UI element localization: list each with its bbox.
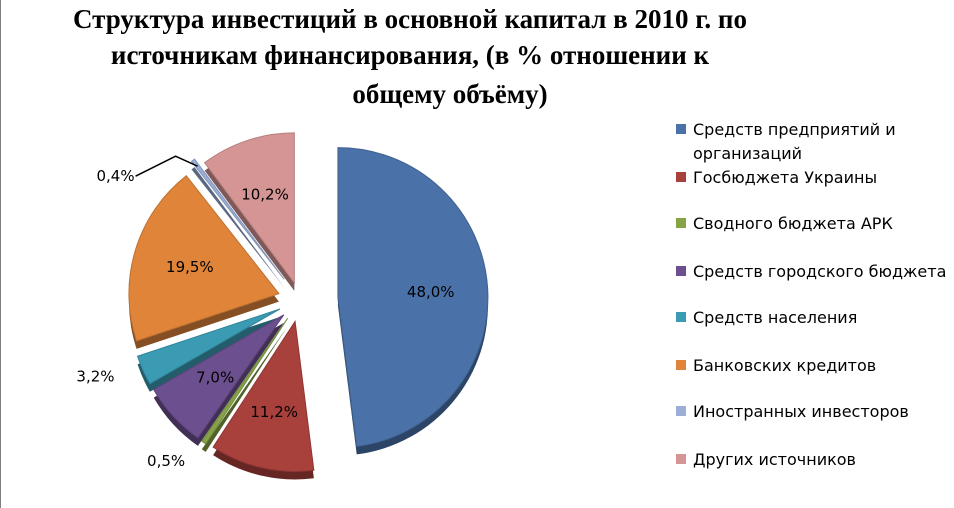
pie-slice-3 <box>201 317 289 445</box>
data-label-2: 11,2% <box>250 403 298 421</box>
pie-slice-6 <box>128 175 280 342</box>
legend-swatch <box>676 312 686 322</box>
legend-swatch <box>676 406 686 416</box>
data-label-8: 10,2% <box>241 186 289 204</box>
data-label-6: 19,5% <box>166 258 214 276</box>
pie-slice-8 <box>203 132 295 285</box>
pie-slice-7 <box>190 158 285 280</box>
pie-slices <box>128 132 489 480</box>
pie-chart: 48,0% 11,2% 0,5% 7,0% 3,2% 19,5% 0,4% 10,2% <box>76 132 489 480</box>
legend-swatch <box>676 266 686 276</box>
data-label-5: 3,2% <box>76 368 114 386</box>
legend-label: Иностранных инвесторов <box>693 402 909 421</box>
pie-slice-depth-5 <box>137 316 280 392</box>
legend-swatch <box>676 360 686 370</box>
legend-swatch <box>676 454 686 464</box>
data-label-3: 0,5% <box>147 452 185 470</box>
chart-frame-border <box>0 0 1 508</box>
legend-label: Средств городского бюджета <box>693 262 947 281</box>
data-label-1: 48,0% <box>407 283 455 301</box>
pie-slice-2 <box>212 320 315 472</box>
legend-label: Госбюджета Украины <box>693 168 878 187</box>
legend-swatch <box>676 218 686 228</box>
legend-swatch <box>676 172 686 182</box>
legend-label: Других источников <box>693 450 856 469</box>
pie-data-labels: 48,0% 11,2% 0,5% 7,0% 3,2% 19,5% 0,4% 10,2% <box>76 155 455 470</box>
legend-swatch <box>676 124 686 134</box>
pie-slice-depth-3 <box>201 326 288 452</box>
chart-title-line-3: общему объёму) <box>352 79 548 109</box>
pie-slice-1 <box>337 147 489 447</box>
legend-label: Средств предприятий и организаций <box>693 120 896 163</box>
data-label-4: 7,0% <box>196 369 234 387</box>
pie-slice-depth-7 <box>191 167 285 288</box>
chart-title-line-1: Структура инвестиций в основной капитал … <box>73 4 747 34</box>
legend-label: Банковских кредитов <box>693 356 877 375</box>
pie-slice-4 <box>153 314 285 439</box>
legend-label: Средств населения <box>693 308 858 327</box>
pie-slice-5 <box>136 308 281 385</box>
legend-label: Сводного бюджета АРК <box>693 214 893 233</box>
data-label-7: 0,4% <box>97 167 135 185</box>
leader-line <box>135 155 198 177</box>
chart-title-line-2: источникам финансирования, (в % отношени… <box>110 40 710 70</box>
